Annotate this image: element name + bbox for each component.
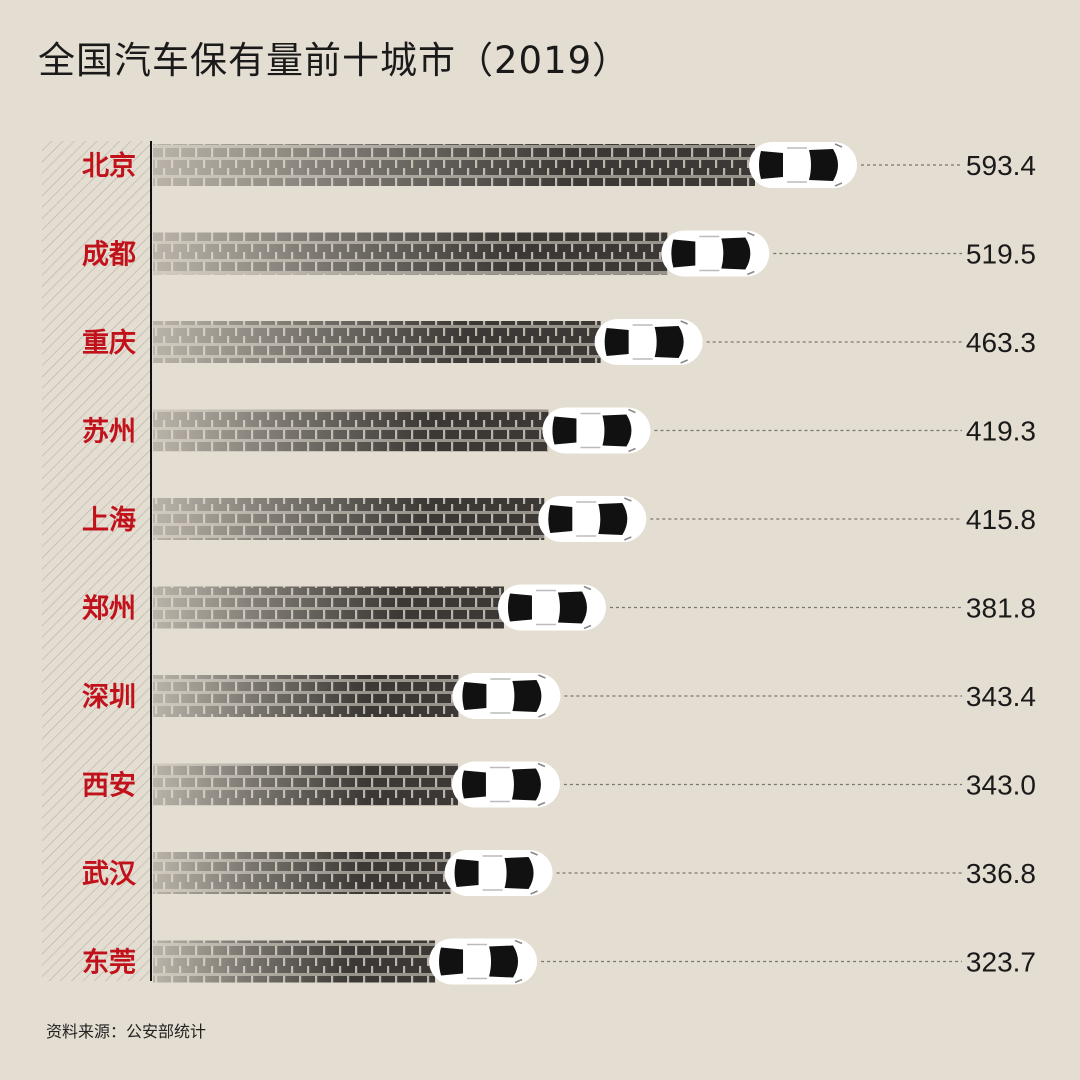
car-side-lines — [576, 501, 597, 537]
car-rear-window — [671, 239, 696, 268]
bar-row: 深圳 343.4 — [82, 673, 1036, 719]
bar-row: 西安 343.0 — [82, 761, 1036, 808]
bar-track-fade — [153, 321, 601, 363]
car-rear-window — [552, 416, 577, 445]
bar-row: 郑州 381.8 — [82, 584, 1036, 631]
city-label: 上海 — [82, 505, 136, 536]
source-note: 资料来源：公安部统计 — [46, 1022, 207, 1041]
car-icon — [497, 584, 606, 631]
car-windshield — [557, 591, 587, 624]
car-icon — [538, 496, 647, 542]
car-icon — [452, 673, 561, 719]
car-icon — [542, 407, 651, 454]
car-windshield — [489, 945, 519, 978]
car-rear-window — [454, 859, 479, 887]
car-icon — [429, 938, 538, 985]
bar-row: 重庆 463.3 — [82, 319, 1036, 365]
bar-track-fade — [153, 763, 458, 806]
car-mirrors — [538, 674, 546, 718]
car-windshield — [512, 680, 542, 712]
car-windshield — [504, 857, 534, 889]
car-rear-window — [439, 947, 464, 976]
value-label: 343.0 — [966, 770, 1036, 801]
city-label: 东莞 — [82, 947, 136, 979]
value-label: 519.5 — [966, 239, 1036, 270]
bar-row: 上海 415.8 — [82, 496, 1036, 542]
car-windshield — [511, 768, 541, 801]
car-mirrors — [834, 143, 843, 187]
bar-track-fade — [153, 940, 436, 983]
bar-track-fade — [153, 144, 755, 186]
bars-layer: 北京 593.4 成都 519.5 重庆 463.3 苏州 419.3 上海 415.8 郑州 381… — [82, 142, 1036, 985]
car-side-lines — [467, 943, 488, 980]
city-label: 北京 — [82, 150, 136, 182]
bar-track-fade — [153, 852, 451, 894]
car-mirrors — [680, 320, 688, 364]
car-side-lines — [490, 678, 511, 714]
car-mirrors — [530, 851, 538, 895]
bar-row: 北京 593.4 — [82, 142, 1036, 188]
car-windshield — [602, 414, 632, 447]
bar-row: 苏州 419.3 — [82, 407, 1036, 454]
city-label: 苏州 — [82, 417, 136, 448]
car-mirrors — [514, 939, 523, 984]
bar-track-fade — [153, 498, 545, 540]
value-label: 381.8 — [966, 593, 1036, 624]
car-mirrors — [537, 762, 546, 807]
bar-track-fade — [153, 232, 668, 275]
city-label: 西安 — [82, 771, 136, 802]
bar-row: 武汉 336.8 — [82, 850, 1036, 896]
car-side-lines — [580, 412, 601, 449]
car-mirrors — [628, 408, 636, 453]
car-windshield — [598, 503, 628, 535]
car-rear-window — [462, 682, 487, 710]
car-rear-window — [759, 151, 783, 179]
value-label: 593.4 — [966, 150, 1036, 181]
car-rear-window — [461, 770, 486, 799]
bar-track-fade — [153, 409, 549, 452]
car-icon — [661, 230, 770, 277]
value-label: 336.8 — [966, 858, 1036, 889]
bar-row: 成都 519.5 — [82, 230, 1036, 277]
city-label: 郑州 — [82, 594, 136, 625]
car-side-lines — [482, 855, 503, 891]
hatched-label-band — [42, 141, 150, 981]
car-windshield — [721, 237, 751, 270]
car-rear-window — [548, 505, 573, 533]
city-label: 武汉 — [82, 859, 137, 890]
car-icon — [749, 142, 857, 188]
car-icon — [594, 319, 703, 365]
city-label: 重庆 — [82, 327, 136, 359]
bar-track-fade — [153, 586, 504, 629]
car-side-lines — [535, 589, 556, 626]
car-icon — [451, 761, 560, 808]
value-label: 419.3 — [966, 416, 1036, 447]
value-label: 323.7 — [966, 947, 1036, 978]
value-label: 415.8 — [966, 504, 1036, 535]
car-icon — [444, 850, 553, 896]
car-rear-window — [604, 328, 629, 356]
car-side-lines — [632, 324, 653, 360]
car-mirrors — [747, 231, 755, 276]
chart-title: 全国汽车保有量前十城市（2019） — [38, 39, 631, 82]
car-side-lines — [489, 766, 510, 803]
value-label: 463.3 — [966, 327, 1036, 358]
car-side-lines — [699, 235, 720, 272]
value-label: 343.4 — [966, 681, 1036, 712]
car-mirrors — [583, 585, 592, 630]
city-label: 深圳 — [82, 682, 136, 713]
car-windshield — [809, 149, 838, 181]
car-mirrors — [624, 497, 632, 541]
bar-row: 东莞 323.7 — [82, 938, 1036, 985]
car-side-lines — [787, 147, 807, 183]
car-windshield — [654, 326, 684, 358]
bar-track-fade — [153, 675, 459, 717]
car-rear-window — [507, 593, 532, 622]
city-label: 成都 — [82, 240, 136, 271]
